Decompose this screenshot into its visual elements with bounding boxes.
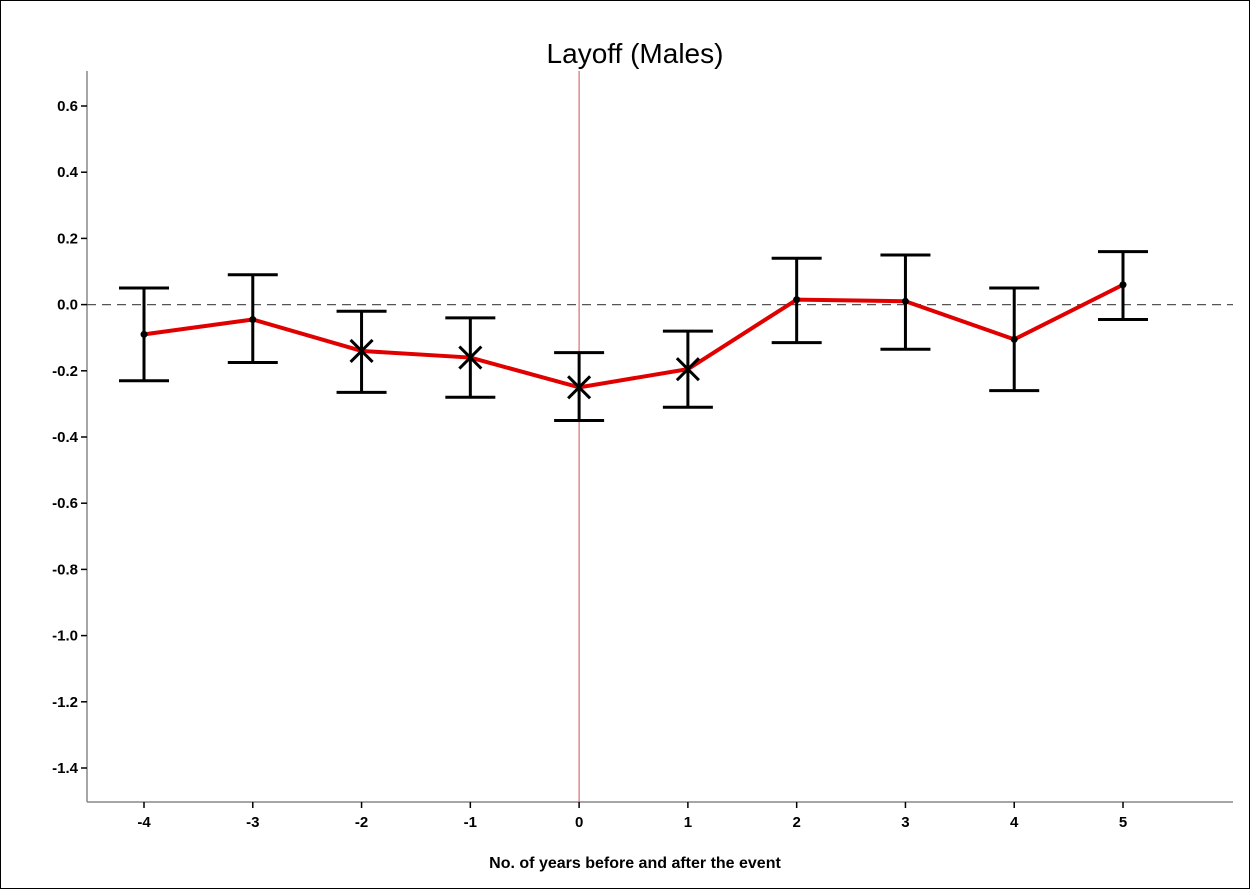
chart-title: Layoff (Males) [547, 38, 724, 69]
y-tick-label: -0.4 [52, 429, 79, 446]
y-tick-label: -1.2 [52, 694, 78, 711]
x-tick-label: 4 [1010, 814, 1019, 831]
y-tick-label: 0.6 [57, 98, 78, 115]
y-tick-label: 0.4 [57, 164, 79, 181]
x-tick-label: -2 [355, 814, 368, 831]
data-point-marker [793, 296, 801, 304]
data-point-marker [140, 330, 148, 338]
data-point-marker [675, 357, 700, 382]
x-axis-label: No. of years before and after the event [489, 855, 781, 872]
x-tick-label: 1 [684, 814, 692, 831]
x-tick-label: 3 [901, 814, 909, 831]
y-tick-label: -0.6 [52, 495, 78, 512]
data-point-marker [458, 345, 483, 370]
data-point-marker [901, 297, 909, 305]
y-tick-label: -0.2 [52, 363, 78, 380]
series-line [143, 282, 1124, 390]
x-tick-label: 0 [575, 814, 583, 831]
x-tick-label: -4 [137, 814, 151, 831]
plot-area: 0.6 0.4 0.2 0.0 -0.2 -0.4 -0.6 -0.8 -1.0 -1.2 -1.4… [52, 71, 1233, 831]
y-tick-label: 0.2 [57, 230, 78, 247]
y-tick-label: 0.0 [57, 297, 78, 314]
x-tick-label: 5 [1119, 814, 1127, 831]
data-point-marker [1119, 281, 1127, 289]
data-point-marker [1010, 335, 1018, 343]
data-point-marker [349, 338, 374, 364]
data-point-marker [249, 315, 257, 323]
x-tick-label: -3 [246, 814, 259, 831]
y-tick-label: -0.8 [52, 561, 78, 578]
y-tick-label: -1.4 [52, 760, 79, 777]
data-point-marker [567, 375, 592, 400]
x-tick-label: 2 [792, 814, 800, 831]
y-tick-label: -1.0 [52, 628, 78, 645]
x-tick-label: -1 [464, 814, 477, 831]
